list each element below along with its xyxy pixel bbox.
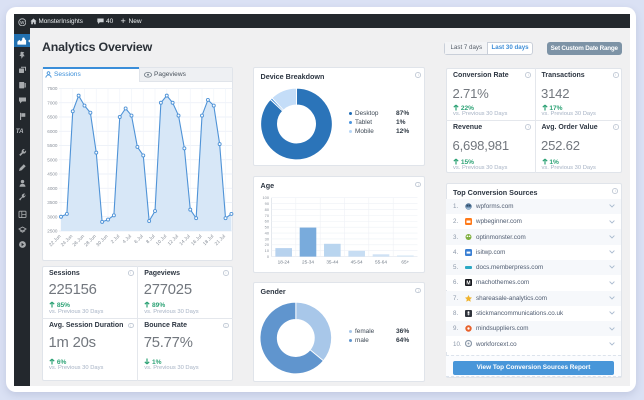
svg-text:100: 100: [263, 195, 270, 200]
svg-text:7000: 7000: [47, 100, 58, 105]
svg-text:8 Jul: 8 Jul: [145, 234, 156, 245]
svg-text:35-44: 35-44: [326, 260, 338, 265]
svg-text:0: 0: [267, 254, 270, 259]
svg-text:W: W: [20, 19, 25, 24]
svg-text:10: 10: [265, 248, 270, 253]
svg-text:18-24: 18-24: [278, 260, 290, 265]
svg-text:90: 90: [265, 201, 270, 206]
svg-text:4 Jul: 4 Jul: [122, 234, 133, 245]
svg-text:5500: 5500: [47, 143, 58, 148]
svg-text:65+: 65+: [401, 260, 409, 265]
svg-text:6 Jul: 6 Jul: [133, 234, 144, 245]
svg-text:45-54: 45-54: [351, 260, 363, 265]
svg-text:4500: 4500: [47, 172, 58, 177]
svg-text:2 Jul: 2 Jul: [110, 234, 121, 245]
svg-text:6000: 6000: [47, 129, 58, 134]
svg-text:3500: 3500: [47, 200, 58, 205]
svg-text:70: 70: [265, 213, 270, 218]
svg-text:55-64: 55-64: [375, 260, 387, 265]
svg-text:30: 30: [265, 236, 270, 241]
svg-text:25-34: 25-34: [302, 260, 314, 265]
svg-text:20: 20: [265, 242, 270, 247]
svg-text:7500: 7500: [47, 86, 58, 91]
svg-text:5000: 5000: [47, 157, 58, 162]
svg-text:4000: 4000: [47, 186, 58, 191]
svg-text:60: 60: [265, 219, 270, 224]
svg-text:6500: 6500: [47, 115, 58, 120]
svg-text:M: M: [466, 281, 470, 287]
svg-text:3000: 3000: [47, 214, 58, 219]
svg-text:80: 80: [265, 207, 270, 212]
svg-text:40: 40: [265, 230, 270, 235]
svg-text:2500: 2500: [47, 229, 58, 234]
svg-text:50: 50: [265, 225, 270, 230]
